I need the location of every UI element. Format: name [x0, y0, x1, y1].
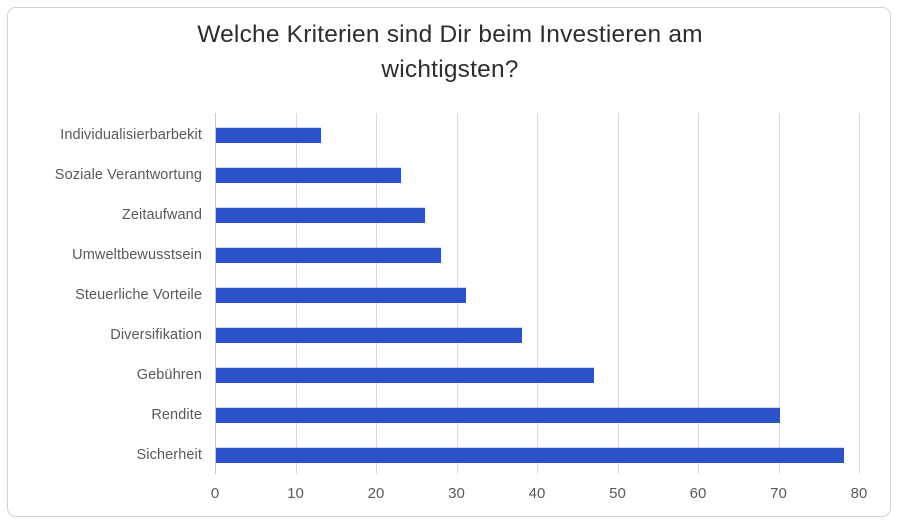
- x-tick-label: 40: [528, 485, 546, 502]
- x-tick-label: 60: [689, 485, 707, 502]
- category-bar: [216, 447, 844, 463]
- category-bar: [216, 287, 466, 303]
- plot-area: [215, 113, 865, 474]
- x-tick-label: 10: [287, 485, 304, 502]
- category-label: Soziale Verantwortung: [54, 167, 202, 183]
- chart-title-line-1: Welche Kriterien sind Dir beim Investier…: [197, 21, 703, 48]
- category-label: Sicherheit: [136, 447, 202, 463]
- gridline: [778, 113, 780, 474]
- chart-title: Welche Kriterien sind Dir beim Investier…: [0, 17, 900, 87]
- gridline: [698, 113, 699, 474]
- category-axis-labels: Individualisierbarbekit Soziale Verantwor…: [0, 115, 202, 475]
- category-bar: [216, 367, 595, 383]
- chart-title-line-2: wichtigsten?: [381, 56, 519, 83]
- x-tick-label: 20: [367, 485, 385, 502]
- x-tick-label: 80: [850, 485, 868, 502]
- value-axis-labels: 0 10 20 30 40 50 60 70 80: [0, 485, 900, 505]
- category-label: Steuerliche Vorteile: [75, 287, 202, 303]
- category-bar: [216, 127, 321, 143]
- category-label: Zeitaufwand: [121, 207, 202, 223]
- category-bar: [216, 327, 522, 343]
- chart-card: [7, 7, 891, 517]
- category-label: Individualisierbarbekit: [60, 127, 202, 143]
- x-tick-label: 50: [609, 485, 626, 502]
- category-bar: [216, 247, 442, 263]
- value-axis-line: [215, 113, 216, 474]
- category-label: Rendite: [151, 407, 202, 423]
- x-tick-label: 0: [210, 485, 220, 502]
- category-label: Gebühren: [136, 367, 202, 383]
- category-label: Umweltbewusstsein: [72, 247, 202, 263]
- category-bar: [216, 167, 402, 183]
- gridline: [859, 113, 860, 474]
- category-bar: [216, 407, 780, 423]
- category-label: Diversifikation: [110, 327, 202, 343]
- category-bar: [216, 207, 426, 223]
- x-tick-label: 70: [770, 485, 787, 502]
- gridline: [537, 113, 538, 474]
- x-tick-label: 30: [448, 485, 465, 502]
- gridline: [617, 113, 619, 474]
